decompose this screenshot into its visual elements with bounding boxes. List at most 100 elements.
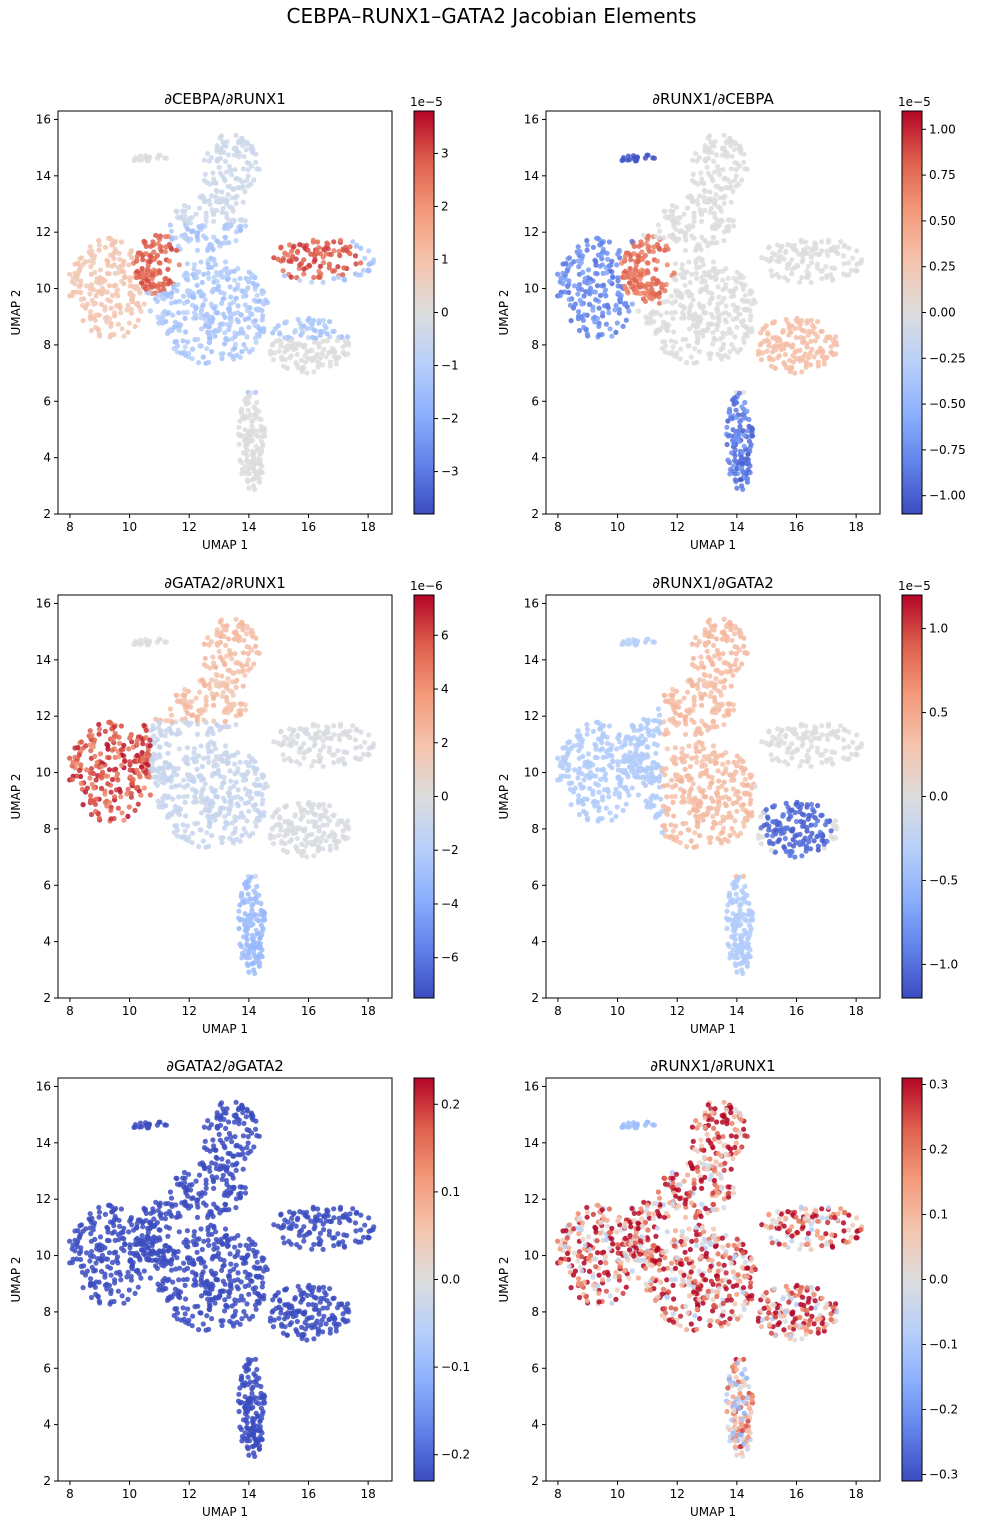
- data-point: [651, 244, 657, 250]
- data-point: [647, 804, 654, 810]
- data-point: [184, 298, 191, 304]
- data-point: [673, 226, 679, 232]
- data-point: [138, 157, 145, 163]
- data-point: [690, 781, 696, 787]
- data-point: [575, 291, 581, 297]
- data-point: [217, 196, 223, 202]
- colorbar-tick-label: 0.00: [929, 306, 956, 320]
- data-point: [243, 925, 249, 931]
- data-point: [724, 330, 730, 336]
- data-point: [143, 251, 149, 257]
- y-tick-label: 10: [36, 282, 51, 296]
- data-point: [211, 234, 217, 240]
- data-point: [714, 217, 720, 223]
- data-point: [233, 722, 239, 728]
- data-point: [220, 205, 226, 211]
- data-point: [96, 237, 102, 244]
- data-point: [208, 639, 214, 645]
- data-point: [797, 347, 803, 353]
- data-point: [195, 820, 201, 826]
- data-point: [189, 840, 195, 846]
- data-point: [270, 357, 276, 363]
- data-point: [710, 743, 717, 749]
- data-point: [90, 744, 96, 750]
- data-point: [244, 458, 250, 464]
- data-point: [808, 362, 814, 368]
- data-point: [714, 152, 720, 158]
- data-point: [219, 209, 225, 215]
- data-point: [789, 257, 795, 263]
- data-point: [723, 319, 729, 325]
- data-point: [628, 741, 634, 747]
- data-point: [193, 695, 199, 701]
- data-point: [178, 806, 184, 812]
- data-point: [366, 732, 372, 738]
- data-point: [245, 898, 251, 905]
- data-point: [251, 888, 257, 894]
- data-point: [134, 253, 140, 259]
- data-point: [285, 736, 291, 742]
- data-point: [635, 259, 641, 265]
- data-point: [185, 339, 191, 345]
- data-point: [708, 835, 714, 841]
- data-point: [203, 322, 209, 328]
- data-point: [261, 301, 267, 307]
- data-point: [222, 234, 228, 240]
- data-point: [195, 336, 201, 342]
- data-point: [645, 270, 651, 276]
- data-point: [803, 359, 810, 365]
- data-point: [739, 483, 745, 489]
- data-point: [595, 719, 601, 725]
- data-point: [616, 306, 622, 313]
- data-point: [155, 798, 161, 804]
- data-point: [235, 140, 241, 146]
- data-point: [69, 776, 75, 783]
- data-point: [280, 752, 286, 758]
- data-point: [320, 338, 326, 344]
- data-point: [234, 769, 240, 775]
- data-point: [815, 847, 821, 853]
- data-point: [245, 407, 251, 413]
- data-point: [196, 269, 202, 275]
- data-point: [739, 449, 746, 455]
- data-point: [275, 323, 281, 329]
- data-point: [198, 795, 204, 801]
- data-point: [721, 713, 728, 719]
- data-point: [594, 271, 600, 277]
- data-point: [203, 694, 209, 700]
- data-point: [135, 317, 141, 323]
- data-point: [251, 297, 257, 303]
- data-point: [793, 356, 799, 362]
- data-point: [696, 301, 702, 307]
- data-point: [662, 208, 668, 215]
- data-point: [722, 769, 728, 775]
- data-point: [590, 791, 596, 797]
- data-point: [326, 749, 332, 755]
- data-point: [249, 464, 255, 470]
- data-point: [682, 282, 688, 288]
- data-point: [733, 167, 739, 173]
- data-point: [702, 641, 708, 647]
- data-point: [237, 354, 243, 360]
- data-point: [301, 257, 307, 263]
- data-point: [690, 171, 696, 177]
- data-point: [723, 787, 729, 793]
- data-point: [249, 961, 255, 967]
- data-point: [807, 350, 813, 356]
- data-point: [566, 773, 572, 780]
- data-point: [256, 298, 262, 304]
- data-point: [599, 283, 605, 289]
- data-point: [594, 767, 601, 773]
- data-point: [686, 810, 693, 816]
- data-point: [271, 255, 277, 261]
- data-point: [712, 276, 719, 282]
- data-point: [252, 767, 258, 773]
- data-point: [613, 302, 619, 308]
- data-point: [613, 329, 619, 335]
- data-point: [213, 678, 219, 684]
- data-point: [240, 934, 247, 940]
- data-point: [606, 310, 612, 316]
- x-tick-label: 10: [122, 520, 137, 534]
- data-point: [254, 399, 260, 406]
- data-point: [720, 277, 726, 283]
